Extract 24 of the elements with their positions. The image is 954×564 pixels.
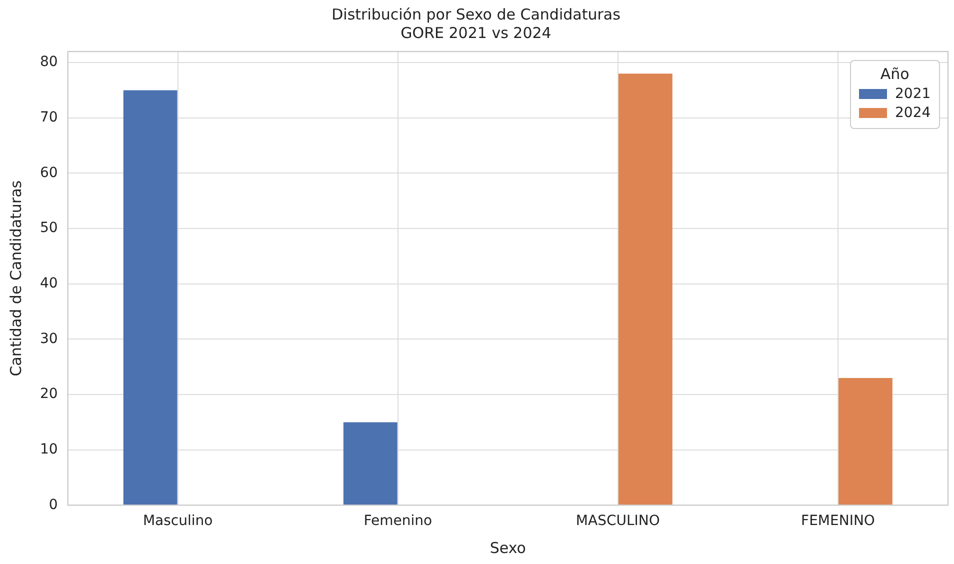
bar xyxy=(618,74,672,505)
legend-label: 2021 xyxy=(895,86,931,102)
y-tick-label: 50 xyxy=(40,220,58,236)
chart-title: Distribución por Sexo de Candidaturas xyxy=(332,5,621,24)
y-tick-label: 70 xyxy=(40,110,58,126)
x-tick-label: Masculino xyxy=(142,513,213,530)
bar xyxy=(838,378,892,505)
y-tick-label: 40 xyxy=(40,276,58,292)
y-tick-label: 10 xyxy=(40,442,58,458)
legend-title: Año xyxy=(879,64,910,82)
bar xyxy=(343,422,398,505)
chart-subtitle: GORE 2021 vs 2024 xyxy=(400,24,552,42)
y-axis-title: Cantidad de Candidaturas xyxy=(6,180,25,376)
y-tick-label: 30 xyxy=(40,330,58,347)
bar xyxy=(123,90,178,505)
y-tick-label: 20 xyxy=(40,386,58,402)
x-axis-title: Sexo xyxy=(490,538,526,557)
x-tick-label: MASCULINO xyxy=(576,513,660,530)
legend-label: 2024 xyxy=(895,104,931,120)
y-tick-label: 0 xyxy=(48,496,58,513)
y-tick-label: 60 xyxy=(40,164,58,181)
x-tick-label: Femenino xyxy=(364,513,432,530)
y-tick-label: 80 xyxy=(40,54,58,70)
x-tick-label: FEMENINO xyxy=(801,513,875,530)
